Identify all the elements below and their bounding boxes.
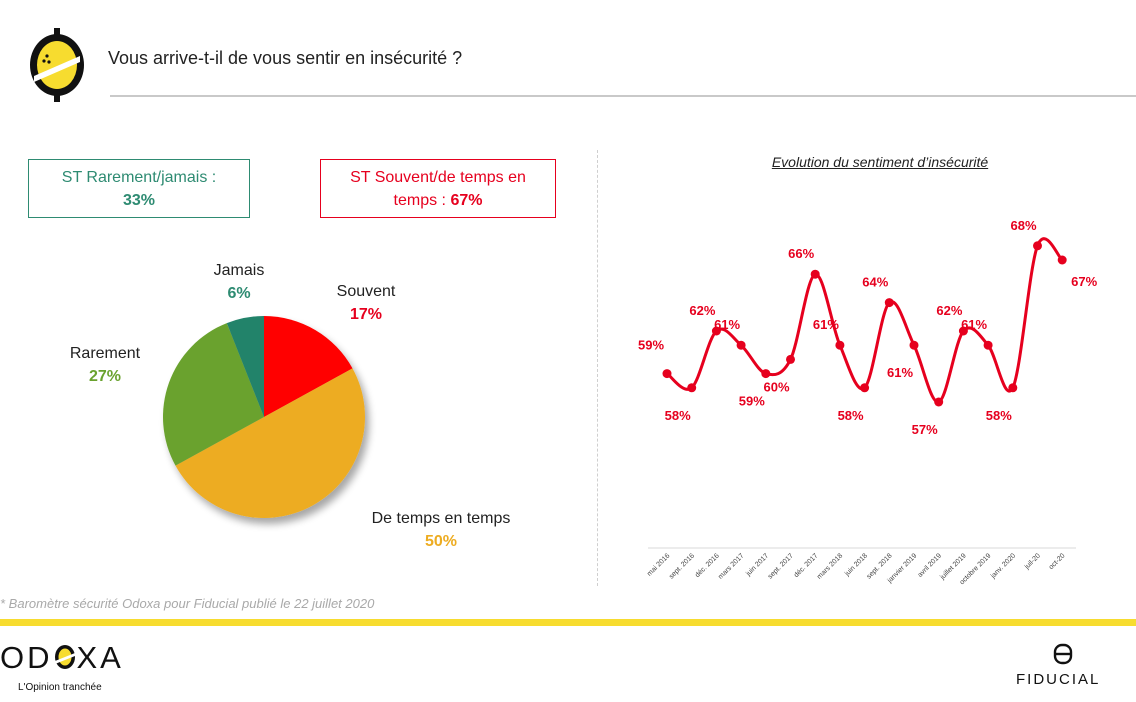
line-point (860, 383, 870, 393)
line-data-label: 57% (912, 422, 938, 437)
line-point (687, 383, 697, 393)
x-tick-label: sept. 2016 (668, 552, 696, 580)
x-tick-label: oct-20 (1048, 552, 1067, 571)
pie-label-souvent-value: 17% (349, 306, 383, 323)
fiducial-logo-text: FIDUCIAL (1016, 671, 1101, 688)
pie-label-rarement: Rarement 27% (60, 342, 150, 388)
line-point (1057, 255, 1067, 265)
line-point (884, 298, 894, 308)
summary-box-souvent: ST Souvent/de temps en temps : 67% (320, 159, 556, 218)
page-title: Vous arrive-t-il de vous sentir en inséc… (108, 48, 463, 68)
pie-label-de-temps-en-temps-value: 50% (424, 533, 458, 550)
line-point (736, 340, 746, 350)
pie-label-jamais: Jamais 6% (204, 259, 274, 305)
pie-slice-rarement (163, 323, 264, 466)
pie-label-rarement-name: Rarement (69, 345, 141, 362)
line-data-label: 61% (887, 365, 913, 380)
x-tick-label: juil-20 (1023, 552, 1042, 571)
line-point (835, 340, 845, 350)
line-point (810, 269, 820, 279)
title-divider (110, 95, 1136, 97)
line-chart: 59%58%62%61%59%60%66%61%58%64%61%57%62%6… (638, 220, 1098, 586)
line-data-label: 64% (862, 275, 888, 290)
line-point (983, 340, 993, 350)
pie-label-jamais-name: Jamais (213, 262, 265, 279)
source-footnote: * Baromètre sécurité Odoxa pour Fiducial… (0, 596, 375, 611)
odoxa-logo-text-start: OD (0, 640, 53, 675)
line-data-label: 58% (986, 408, 1012, 423)
pie-slice-jamais (226, 316, 264, 417)
pie-label-jamais-value: 6% (227, 285, 251, 302)
x-tick-label: mai 2016 (646, 552, 671, 577)
x-tick-label: juin 2017 (744, 552, 770, 578)
line-data-label: 61% (714, 317, 740, 332)
pie-label-souvent: Souvent 17% (330, 280, 402, 326)
line-point (786, 354, 795, 364)
pie-label-de-temps-en-temps: De temps en temps 50% (360, 507, 522, 553)
line-data-label: 62% (689, 303, 715, 318)
line-data-label: 62% (936, 303, 962, 318)
summary-souvent-value: 67% (450, 192, 483, 209)
line-point (662, 369, 672, 379)
x-tick-label: janv. 2020 (989, 552, 1017, 580)
pie-label-de-temps-en-temps-name: De temps en temps (371, 510, 511, 527)
odoxa-logo-text: OD XA (0, 640, 124, 676)
line-point (711, 326, 721, 336)
odoxa-lemon-letter-icon (54, 645, 75, 669)
line-data-label: 67% (1071, 274, 1097, 289)
pie-slice-souvent (264, 316, 353, 417)
pie-chart (163, 316, 365, 518)
line-data-label: 68% (1010, 220, 1036, 233)
line-point (1033, 241, 1042, 251)
x-tick-label: juin 2018 (843, 552, 869, 578)
line-data-label: 61% (961, 317, 987, 332)
section-divider (597, 150, 598, 586)
odoxa-lemon-logo-icon (30, 28, 84, 102)
footer-yellow-band (0, 619, 1136, 626)
line-data-label: 61% (813, 317, 839, 332)
line-data-label: 59% (638, 338, 664, 353)
line-chart-title: Evolution du sentiment d’insécurité (771, 154, 989, 170)
pie-label-rarement-value: 27% (88, 368, 122, 385)
x-tick-label: mars 2017 (717, 552, 745, 580)
line-point (958, 326, 968, 336)
line-point (934, 397, 944, 407)
fiducial-logo-icon (1053, 643, 1073, 665)
summary-rarement-value: 33% (122, 192, 156, 209)
summary-souvent-label-line2: temps : (393, 192, 446, 209)
pie-label-souvent-name: Souvent (336, 283, 396, 300)
odoxa-logo-text-end: XA (76, 640, 124, 675)
odoxa-tagline: L'Opinion tranchée (18, 682, 102, 693)
summary-box-rarement: ST Rarement/jamais : 33% (28, 159, 250, 218)
line-point (761, 369, 771, 379)
line-data-label: 66% (788, 246, 814, 261)
line-data-label: 58% (838, 408, 864, 423)
line-data-label: 58% (665, 408, 691, 423)
x-tick-label: sept. 2017 (767, 552, 795, 580)
line-point (1008, 383, 1018, 393)
summary-rarement-label: ST Rarement/jamais : (61, 169, 217, 186)
line-data-label: 59% (739, 394, 765, 409)
pie-slice-de-temps-en-temps (175, 368, 365, 518)
x-tick-label: mars 2018 (816, 552, 844, 580)
line-point (909, 340, 919, 350)
line-data-label: 60% (763, 379, 789, 394)
summary-souvent-label-line1: ST Souvent/de temps en (350, 169, 526, 186)
